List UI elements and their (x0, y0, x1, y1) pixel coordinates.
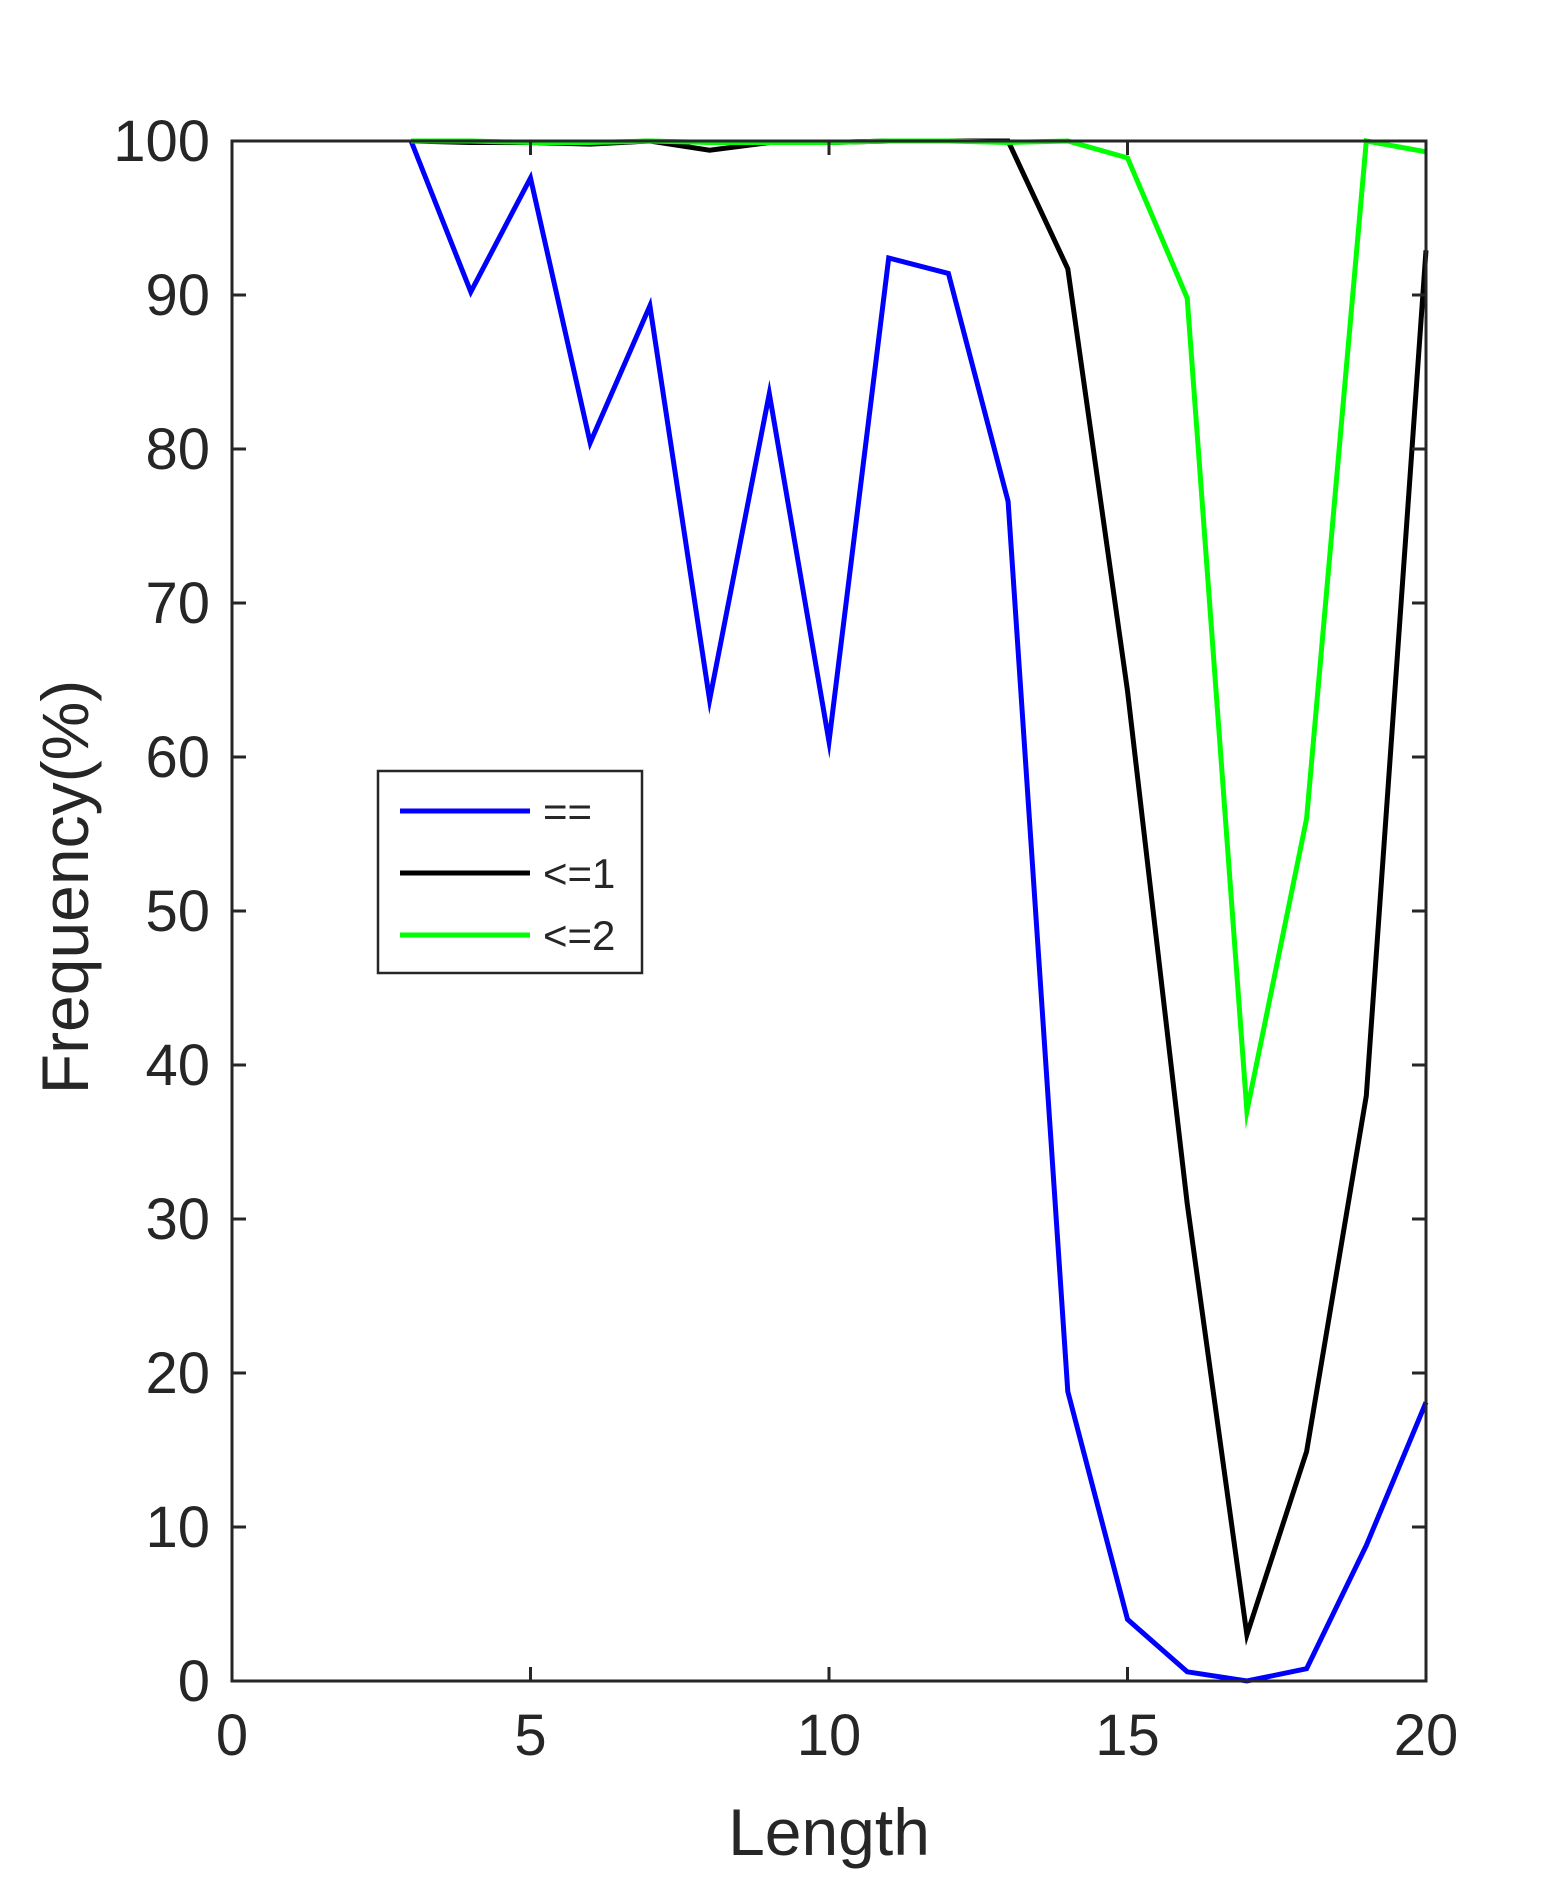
x-tick-label: 5 (514, 1703, 546, 1768)
y-axis-label: Frequency(%) (28, 680, 102, 1094)
y-tick-label: 60 (145, 725, 210, 790)
y-tick-label: 80 (145, 417, 210, 482)
x-axis-label: Length (728, 1795, 930, 1869)
y-tick-label: 90 (145, 263, 210, 328)
y-tick-label: 0 (178, 1649, 210, 1714)
x-tick-label: 10 (797, 1703, 862, 1768)
x-tick-label: 0 (216, 1703, 248, 1768)
x-tick-label: 15 (1095, 1703, 1160, 1768)
x-tick-label: 20 (1394, 1703, 1459, 1768)
y-tick-label: 40 (145, 1033, 210, 1098)
legend-label-2: <=2 (543, 912, 615, 959)
y-tick-label: 100 (113, 109, 210, 174)
y-tick-label: 20 (145, 1341, 210, 1406)
legend-label-0: == (543, 788, 592, 835)
y-tick-label: 10 (145, 1495, 210, 1560)
legend: == <=1 <=2 (376, 769, 644, 975)
y-tick-label: 50 (145, 879, 210, 944)
series-line-0 (408, 140, 1429, 1684)
y-tick-label: 30 (145, 1187, 210, 1252)
legend-label-1: <=1 (543, 850, 615, 897)
y-tick-label: 70 (145, 571, 210, 636)
